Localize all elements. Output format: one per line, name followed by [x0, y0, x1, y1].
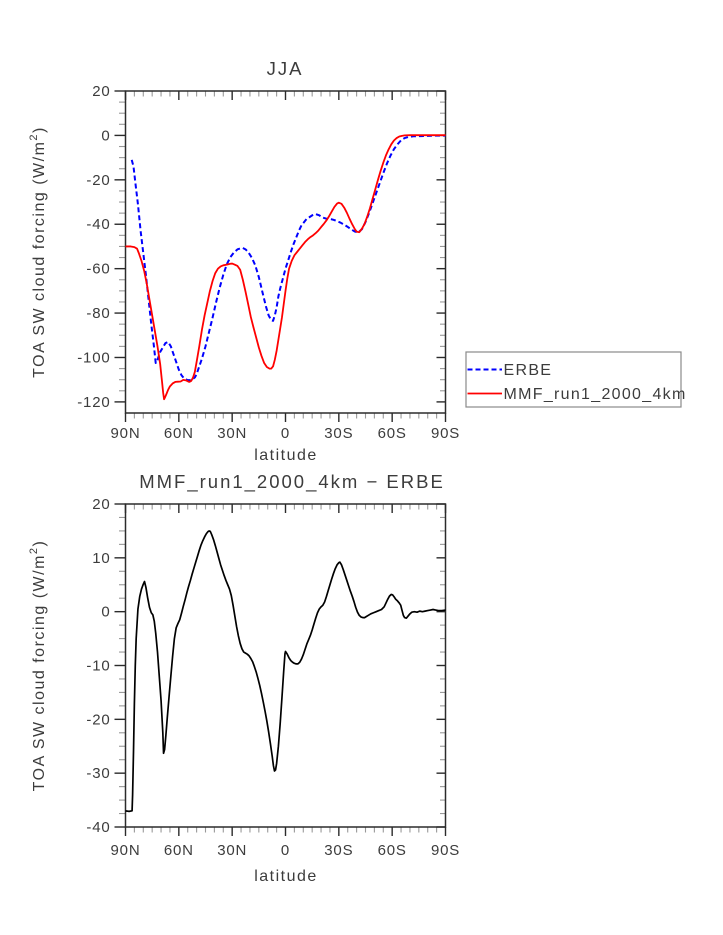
x-tick-label: 60S [378, 425, 407, 442]
y-tick-label: -40 [86, 819, 110, 836]
plot-frame [124, 503, 447, 828]
y-tick-label: -20 [86, 172, 110, 189]
x-tick-label: 90N [111, 425, 141, 442]
bottom-x-axis-title: latitude [254, 868, 318, 885]
top-panel: 90N 60N 30N 0 30S 60S 90S 20 0 -20 -40 -60 -80 -100 -1… [28, 83, 460, 442]
y-tick-label: 20 [92, 83, 110, 100]
x-tick-label: 90S [431, 842, 460, 859]
legend-box [465, 351, 682, 408]
x-tick-label: 60N [164, 425, 194, 442]
x-tick-label: 60N [164, 842, 194, 859]
series-line-mmf-run1-2000-4km [125, 134, 446, 401]
x-tick-label: 30N [217, 842, 247, 859]
plot-frame [124, 90, 447, 414]
bottom-panel-title: MMF_run1_2000_4km − ERBE [139, 471, 445, 493]
plots-root: 90N 60N 30N 0 30S 60S 90S200-20-40-60-80-100-1… [28, 83, 687, 859]
x-tick-label: 30S [324, 842, 353, 859]
legend: ERBE MMF_run1_2000_4km [465, 351, 687, 408]
y-tick-label: 20 [92, 496, 110, 513]
y-tick-label: -60 [86, 261, 110, 278]
y-tick-label: -40 [86, 216, 110, 233]
y-tick-label: 0 [101, 127, 110, 144]
x-tick-label: 60S [378, 842, 407, 859]
y-tick-label: -10 [86, 658, 110, 675]
x-tick-label: 0 [281, 425, 290, 442]
x-tick-label: 90S [431, 425, 460, 442]
y-tick-label: -100 [77, 349, 110, 366]
y-tick-label: -120 [77, 394, 110, 411]
series-line-mmf-run1-2000-4km-minus-erbe [125, 530, 446, 813]
y-axis-title: TOA SW cloud forcing (W/m2) [28, 126, 48, 378]
x-tick-label: 0 [281, 842, 290, 859]
legend-item-erbe: ERBE [467, 362, 553, 379]
legend-item-mmf-run1-2000-4km: MMF_run1_2000_4km [467, 386, 687, 403]
x-tick-label: 90N [111, 842, 141, 859]
x-tick-label: 30S [324, 425, 353, 442]
y-tick-label: 10 [92, 550, 110, 567]
x-tick-label: 30N [217, 425, 247, 442]
y-axis-title: TOA SW cloud forcing (W/m2) [28, 540, 48, 792]
top-x-axis-title: latitude [254, 447, 318, 464]
y-tick-label: 0 [101, 604, 110, 621]
y-tick-label: -80 [86, 305, 110, 322]
y-tick-label: -20 [86, 711, 110, 728]
legend-item-label: MMF_run1_2000_4km [504, 386, 687, 403]
y-tick-label: -30 [86, 765, 110, 782]
legend-item-label: ERBE [504, 362, 553, 379]
bottom-panel: 90N 60N 30N 0 30S 60S 90S 20 10 0 -10 -20 -30 -40 TOA … [28, 496, 460, 859]
top-panel-title: JJA [267, 58, 304, 79]
